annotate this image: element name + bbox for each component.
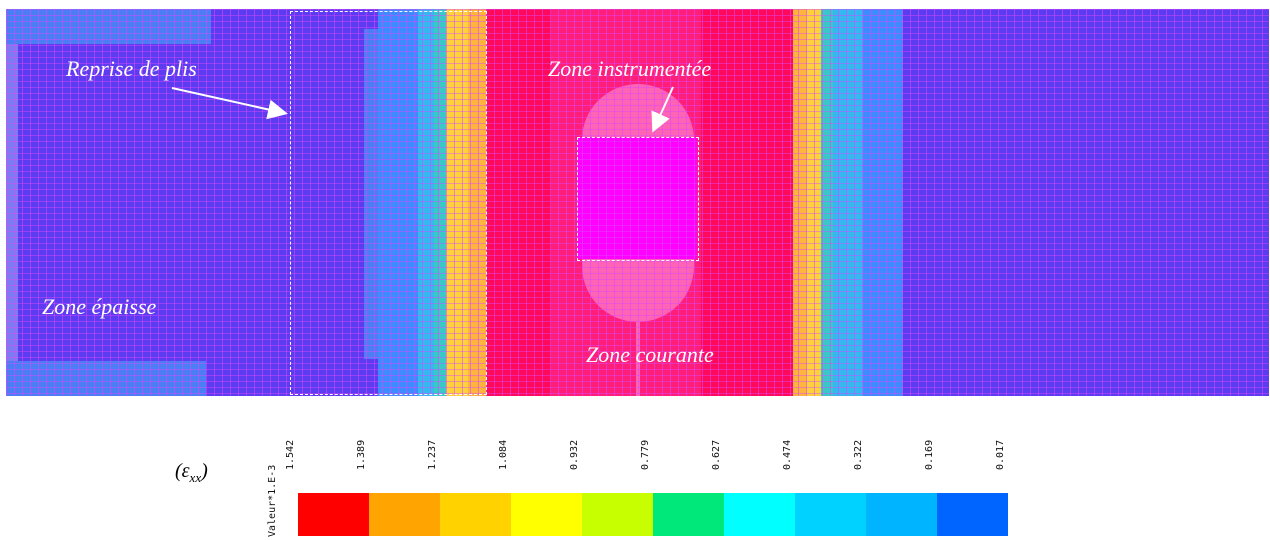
- label-zone-epaisse: Zone épaisse: [42, 294, 157, 319]
- color-swatch: [582, 493, 653, 536]
- color-swatch: [298, 493, 369, 536]
- color-swatch: [937, 493, 1008, 536]
- label-zone-instrumentee: Zone instrumentée: [548, 56, 712, 81]
- legend-tick-label: 1.542: [285, 439, 296, 470]
- color-scale-bar: [298, 493, 1008, 536]
- color-swatch: [440, 493, 511, 536]
- reprise-arrow: [171, 87, 288, 120]
- strain-quantity-label: (εxx): [175, 460, 208, 485]
- color-swatch: [653, 493, 724, 536]
- color-swatch: [866, 493, 937, 536]
- color-swatch: [795, 493, 866, 536]
- label-reprise-de-plis: Reprise de plis: [66, 56, 197, 81]
- legend-unit-label: Valeur*1.E-3: [267, 464, 278, 537]
- instrumented-arrow: [651, 86, 674, 133]
- arrow-layer: [171, 86, 674, 133]
- label-zone-courante: Zone courante: [586, 342, 714, 367]
- color-swatch: [369, 493, 440, 536]
- color-swatch: [511, 493, 582, 536]
- color-swatch: [724, 493, 795, 536]
- strain-field-map: Reprise de plis Zone instrumentée Zone é…: [6, 9, 1269, 396]
